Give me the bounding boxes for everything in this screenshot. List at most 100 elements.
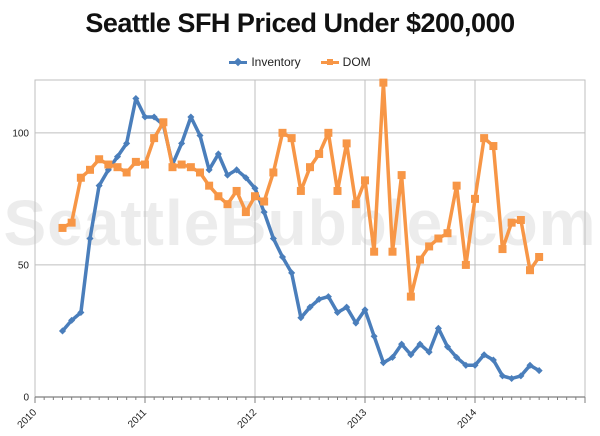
data-point-dom: [434, 234, 443, 243]
data-point-inventory: [150, 113, 158, 121]
data-point-inventory: [333, 308, 342, 317]
data-point-dom: [67, 218, 76, 227]
data-point-inventory: [223, 171, 232, 179]
data-point-inventory: [278, 253, 287, 261]
data-point-inventory: [306, 303, 314, 311]
data-point-dom: [269, 168, 278, 177]
data-point-inventory: [480, 351, 488, 359]
data-point-dom: [306, 163, 314, 172]
data-point-dom: [425, 242, 434, 251]
data-point-inventory: [379, 359, 387, 367]
data-point-inventory: [242, 174, 250, 182]
data-point-dom: [86, 165, 94, 174]
data-point-inventory: [535, 367, 543, 375]
data-point-inventory: [58, 327, 67, 335]
data-point-dom: [516, 216, 525, 225]
data-point-inventory: [77, 308, 85, 317]
data-point-inventory: [398, 340, 406, 348]
data-point-inventory: [288, 269, 296, 277]
data-point-inventory: [471, 361, 479, 369]
data-point-dom: [361, 176, 369, 185]
data-point-inventory: [196, 131, 204, 140]
data-point-dom: [232, 186, 241, 195]
data-point-inventory: [489, 356, 497, 364]
data-point-dom: [315, 149, 324, 158]
data-point-dom: [104, 160, 113, 169]
data-point-dom: [214, 192, 223, 201]
data-point-dom: [58, 223, 67, 232]
legend-item-dom: DOM: [320, 55, 371, 69]
x-tick-label: 2012: [236, 407, 260, 431]
data-point-dom: [452, 181, 461, 190]
data-point-inventory: [462, 361, 470, 369]
data-point-inventory: [113, 153, 122, 161]
data-point-dom: [416, 255, 424, 264]
data-point-inventory: [517, 372, 525, 380]
data-point-dom: [168, 163, 177, 172]
data-point-dom: [241, 208, 250, 217]
data-point-dom: [296, 186, 305, 195]
data-point-dom: [379, 78, 388, 87]
data-point-inventory: [233, 166, 241, 174]
data-point-inventory: [269, 234, 277, 243]
data-point-inventory: [526, 361, 534, 369]
data-point-dom: [196, 168, 204, 177]
data-point-dom: [260, 197, 269, 206]
data-point-dom: [489, 142, 498, 151]
data-point-dom: [131, 157, 140, 166]
data-point-dom: [287, 134, 296, 143]
x-tick-label: 2013: [346, 407, 370, 431]
legend-item-inventory: Inventory: [229, 55, 301, 69]
data-point-inventory: [388, 353, 397, 361]
data-point-dom: [388, 247, 397, 256]
data-point-inventory: [123, 139, 131, 147]
data-point-inventory: [178, 139, 186, 147]
data-point-inventory: [132, 94, 140, 103]
data-point-inventory: [95, 182, 103, 190]
data-point-inventory: [141, 113, 149, 121]
data-point-dom: [324, 128, 333, 137]
data-point-inventory: [407, 351, 415, 359]
series-line-inventory: [61, 96, 540, 381]
data-point-dom: [141, 160, 149, 169]
data-point-dom: [251, 192, 259, 201]
chart-title: Seattle SFH Priced Under $200,000: [85, 8, 515, 38]
data-point-inventory: [425, 348, 433, 356]
data-point-dom: [443, 229, 452, 238]
data-point-dom: [370, 247, 379, 256]
data-point-dom: [526, 266, 534, 275]
data-point-inventory: [260, 208, 268, 216]
data-point-dom: [278, 128, 287, 137]
data-point-inventory: [352, 319, 360, 327]
y-tick-label: 100: [12, 128, 29, 139]
data-point-dom: [177, 160, 186, 169]
data-point-dom: [406, 292, 415, 301]
legend-label-inventory: Inventory: [251, 55, 301, 69]
x-tick-label: 2014: [456, 407, 480, 431]
data-point-inventory: [443, 343, 452, 351]
data-point-inventory: [370, 332, 378, 340]
data-point-inventory: [508, 374, 516, 383]
data-point-inventory: [361, 306, 369, 314]
data-point-dom: [480, 134, 489, 143]
data-point-dom: [397, 171, 406, 180]
y-tick-label: 50: [18, 260, 30, 271]
data-point-inventory: [416, 340, 424, 348]
legend: Inventory DOM: [0, 55, 600, 69]
data-point-dom: [461, 260, 470, 269]
x-tick-label: 2010: [16, 407, 40, 431]
data-point-dom: [150, 134, 159, 143]
data-point-dom: [507, 218, 516, 227]
data-point-inventory: [214, 150, 222, 158]
data-point-dom: [159, 118, 168, 127]
data-point-dom: [76, 173, 85, 182]
data-point-dom: [342, 139, 351, 148]
data-point-dom: [223, 200, 232, 209]
x-tick-label: 2011: [126, 407, 149, 430]
data-point-inventory: [86, 234, 94, 243]
y-tick-label: 0: [23, 393, 29, 404]
data-point-inventory: [187, 113, 195, 121]
legend-label-dom: DOM: [342, 55, 371, 69]
data-point-dom: [122, 168, 131, 177]
